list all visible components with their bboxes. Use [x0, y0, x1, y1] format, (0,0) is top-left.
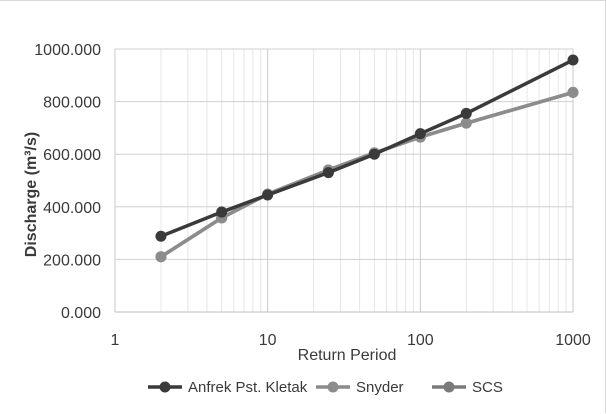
data-point — [567, 54, 579, 66]
data-point — [155, 251, 167, 263]
data-point — [368, 148, 380, 160]
legend-label: SCS — [472, 379, 503, 396]
y-tick-label: 0.000 — [61, 305, 101, 322]
data-point — [155, 230, 167, 242]
data-point — [460, 107, 472, 119]
legend-item: SCS — [432, 379, 503, 396]
series-line — [160, 90, 574, 259]
legend-label: Anfrek Pst. Kletak — [188, 379, 308, 396]
y-tick-label: 800.000 — [43, 95, 101, 112]
x-tick-label: 10 — [259, 332, 277, 349]
series-2 — [155, 86, 579, 263]
legend-marker — [159, 381, 171, 393]
series-line — [160, 90, 574, 259]
x-tick-label: 100 — [407, 332, 434, 349]
data-point — [414, 128, 426, 140]
legend: Anfrek Pst. Kletak Snyder SCS — [148, 379, 503, 396]
series-3 — [155, 86, 579, 263]
legend-item: Snyder — [316, 379, 404, 396]
y-tick-label: 1000.000 — [34, 42, 101, 59]
y-axis-title: Discharge (m³/s) — [23, 132, 40, 257]
data-point — [216, 206, 228, 218]
legend-item: Anfrek Pst. Kletak — [148, 379, 308, 396]
x-axis-title: Return Period — [298, 347, 397, 364]
data-point — [567, 86, 579, 98]
series-lines — [155, 54, 579, 263]
gridlines — [114, 48, 574, 313]
tick-labels: 0.000 200.000 400.000 600.000 800.000 1000.00… — [34, 42, 591, 349]
x-tick-label: 1000 — [555, 332, 591, 349]
y-tick-label: 400.000 — [43, 200, 101, 217]
data-point — [322, 167, 334, 179]
data-point — [262, 189, 274, 201]
legend-marker — [443, 381, 455, 393]
legend-label: Snyder — [356, 379, 404, 396]
data-point — [460, 117, 472, 129]
legend-marker — [327, 381, 339, 393]
series-line — [160, 58, 574, 238]
series-1 — [155, 54, 579, 242]
y-tick-label: 600.000 — [43, 147, 101, 164]
y-tick-label: 200.000 — [43, 252, 101, 269]
x-tick-label: 1 — [111, 332, 120, 349]
